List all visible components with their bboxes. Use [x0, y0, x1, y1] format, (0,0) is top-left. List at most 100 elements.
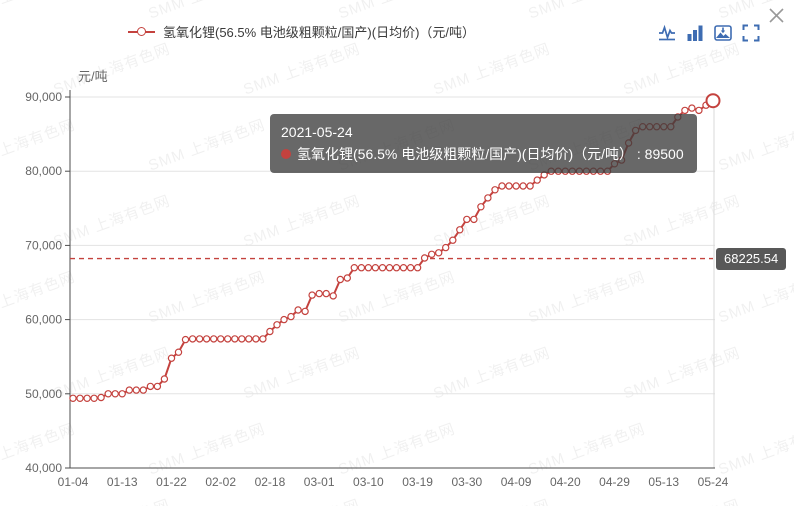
data-point-marker[interactable]: [104, 390, 112, 398]
save-image-icon[interactable]: [714, 24, 732, 42]
data-point-marker[interactable]: [188, 335, 197, 343]
data-point-marker[interactable]: [498, 182, 506, 190]
data-point-marker[interactable]: [653, 122, 661, 131]
data-point-marker[interactable]: [238, 335, 246, 343]
data-point-marker[interactable]: [449, 236, 457, 244]
data-point-marker[interactable]: [132, 386, 140, 394]
data-point-marker[interactable]: [667, 122, 675, 131]
data-point-markers[interactable]: [69, 93, 721, 402]
data-point-marker[interactable]: [343, 274, 351, 282]
data-point-marker[interactable]: [266, 327, 274, 336]
data-point-marker[interactable]: [301, 307, 309, 316]
data-point-marker[interactable]: [582, 167, 591, 175]
data-point-marker[interactable]: [470, 215, 478, 224]
data-point-marker[interactable]: [463, 215, 471, 224]
data-point-marker[interactable]: [322, 289, 330, 298]
data-point-marker[interactable]: [406, 264, 415, 272]
data-point-marker[interactable]: [245, 335, 253, 343]
data-point-marker[interactable]: [420, 254, 429, 262]
data-point-marker[interactable]: [568, 167, 577, 175]
data-point-marker[interactable]: [280, 315, 288, 324]
data-point-marker[interactable]: [118, 390, 126, 398]
data-point-marker[interactable]: [223, 335, 232, 343]
data-point-marker[interactable]: [308, 291, 316, 299]
data-point-marker[interactable]: [167, 354, 176, 362]
data-point-marker[interactable]: [624, 139, 633, 147]
data-point-marker[interactable]: [413, 264, 422, 272]
data-point-marker[interactable]: [209, 335, 218, 343]
legend-item[interactable]: 氢氧化锂(56.5% 电池级粗颗粒/国产)(日均价)（元/吨）: [128, 22, 475, 41]
data-point-marker[interactable]: [329, 292, 337, 300]
data-point-marker[interactable]: [561, 167, 570, 175]
close-icon[interactable]: [768, 7, 785, 24]
data-point-marker[interactable]: [160, 375, 169, 383]
data-point-marker[interactable]: [287, 312, 295, 321]
data-point-marker[interactable]: [512, 182, 520, 190]
fullscreen-icon[interactable]: [742, 24, 760, 42]
data-point-marker[interactable]: [477, 203, 485, 211]
data-point-marker[interactable]: [435, 249, 443, 257]
data-point-marker[interactable]: [252, 335, 260, 343]
data-point-marker[interactable]: [688, 104, 696, 112]
data-point-marker[interactable]: [596, 167, 605, 175]
data-point-marker[interactable]: [695, 106, 703, 115]
data-point-marker[interactable]: [294, 306, 302, 314]
bar-chart-icon[interactable]: [686, 24, 704, 42]
data-point-marker[interactable]: [69, 394, 77, 402]
data-point-marker[interactable]: [540, 171, 548, 179]
data-point-marker[interactable]: [378, 264, 387, 272]
data-point-marker[interactable]: [111, 390, 119, 398]
data-point-marker[interactable]: [505, 182, 513, 190]
data-point-marker[interactable]: [125, 386, 134, 394]
data-point-marker[interactable]: [484, 194, 492, 202]
data-point-marker[interactable]: [674, 113, 682, 121]
data-point-marker[interactable]: [357, 264, 366, 272]
data-point-marker[interactable]: [350, 264, 358, 272]
data-point-marker[interactable]: [603, 167, 612, 175]
data-point-marker[interactable]: [139, 386, 147, 394]
data-point-marker[interactable]: [97, 393, 105, 402]
data-point-marker[interactable]: [660, 122, 668, 131]
data-point-marker[interactable]: [428, 250, 436, 258]
data-point-marker[interactable]: [589, 167, 598, 175]
data-point-marker[interactable]: [399, 264, 408, 272]
data-point-marker[interactable]: [491, 186, 499, 194]
data-point-marker[interactable]: [146, 382, 155, 391]
data-point-marker[interactable]: [519, 182, 527, 190]
data-point-marker[interactable]: [174, 348, 183, 356]
data-point-marker[interactable]: [646, 122, 654, 131]
data-point-marker[interactable]: [533, 176, 541, 184]
data-point-marker[interactable]: [216, 335, 225, 343]
data-point-marker[interactable]: [231, 335, 239, 343]
data-point-marker[interactable]: [547, 167, 555, 175]
data-point-marker[interactable]: [83, 394, 91, 402]
data-point-marker[interactable]: [153, 382, 162, 391]
data-point-marker[interactable]: [610, 160, 619, 168]
data-point-marker[interactable]: [681, 106, 689, 115]
data-point-marker[interactable]: [392, 264, 401, 272]
data-point-marker[interactable]: [554, 167, 563, 175]
data-point-marker[interactable]: [181, 335, 190, 344]
data-point-marker[interactable]: [442, 243, 450, 252]
data-point-marker[interactable]: [336, 275, 344, 284]
data-point-marker[interactable]: [364, 264, 373, 272]
data-point-marker[interactable]: [575, 167, 584, 175]
data-point-marker[interactable]: [195, 335, 204, 343]
data-point-marker[interactable]: [617, 156, 626, 164]
data-point-marker[interactable]: [90, 394, 98, 402]
data-point-marker[interactable]: [371, 264, 380, 272]
data-point-marker[interactable]: [639, 122, 647, 131]
x-tick-label: 04-29: [599, 475, 630, 489]
data-point-marker-selected[interactable]: [705, 93, 721, 109]
data-point-marker[interactable]: [456, 226, 464, 234]
data-point-marker[interactable]: [76, 394, 84, 402]
data-point-marker[interactable]: [385, 264, 394, 272]
data-point-marker[interactable]: [202, 335, 211, 343]
data-point-marker[interactable]: [631, 126, 640, 135]
data-point-marker[interactable]: [273, 321, 281, 329]
line-chart-icon[interactable]: [658, 24, 676, 42]
data-point-marker[interactable]: [315, 289, 323, 298]
data-point-marker[interactable]: [259, 335, 267, 343]
data-point-marker[interactable]: [526, 182, 534, 190]
